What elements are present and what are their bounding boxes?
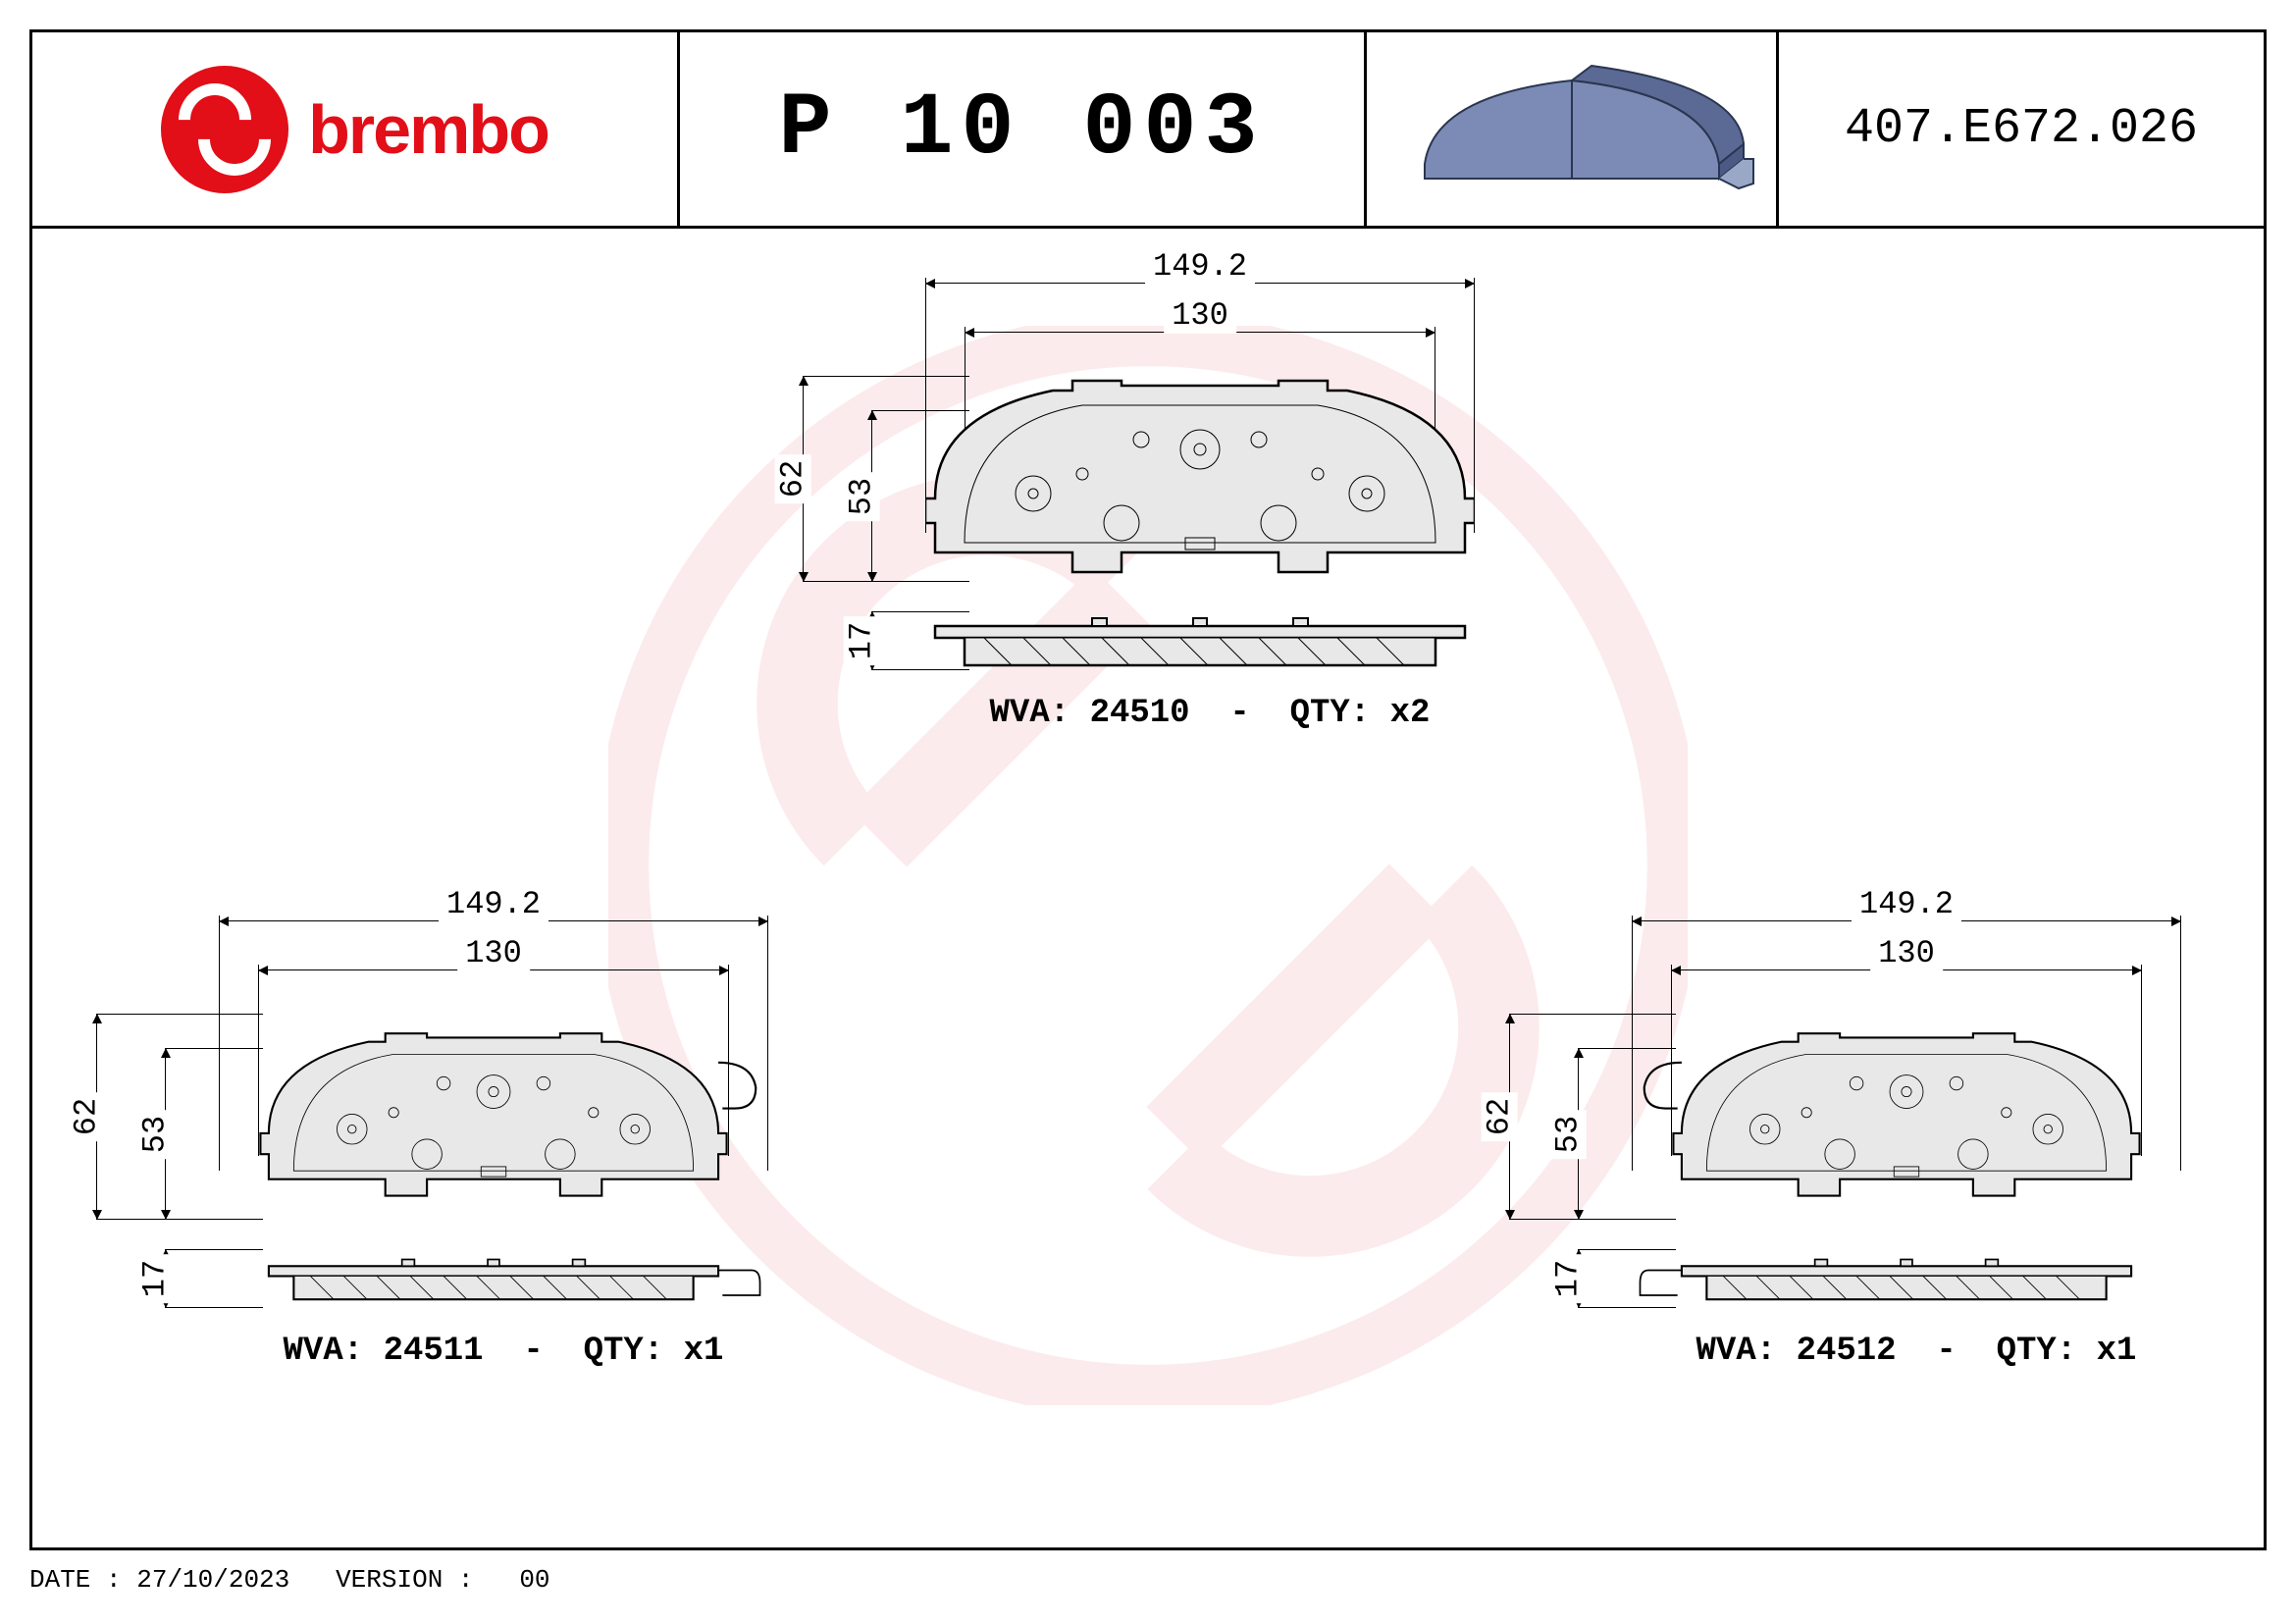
- pad-side-view: [925, 611, 1475, 670]
- wva-label: WVA: 24512 - QTY: x1: [1592, 1333, 2240, 1370]
- drawing-code-cell: 407.E672.026: [1779, 32, 2264, 226]
- dim-value: 149.2: [1145, 248, 1255, 285]
- part-number-cell: P 10 003: [680, 32, 1367, 226]
- dim-width-outer: 149.2: [1632, 886, 2181, 935]
- part-number: P 10 003: [778, 79, 1265, 180]
- logo-cell: brembo: [32, 32, 680, 226]
- qty-value: x2: [1390, 695, 1431, 732]
- dim-value: 53: [844, 471, 880, 520]
- dim-value: 62: [1482, 1092, 1518, 1141]
- header-row: brembo P 10 003 407.E672.026: [32, 32, 2264, 229]
- dim-value: 62: [775, 454, 811, 503]
- dim-width-inner: 130: [1671, 935, 2142, 984]
- footer-date: 27/10/2023: [136, 1565, 289, 1595]
- dim-value: 130: [1164, 297, 1236, 334]
- dim-thickness: 17: [1475, 1249, 1632, 1308]
- pad-front-view: [219, 1014, 768, 1220]
- brake-pad-iso-icon: [1385, 46, 1758, 213]
- dim-value: 53: [137, 1109, 174, 1158]
- dim-width-inner: 130: [258, 935, 729, 984]
- footer: DATE : 27/10/2023 VERSION : 00: [29, 1565, 550, 1595]
- wva-value: 24511: [384, 1333, 484, 1370]
- brembo-logo-icon: [161, 66, 288, 193]
- dim-heights: 62 53: [62, 1014, 219, 1220]
- wva-value: 24510: [1090, 695, 1190, 732]
- dim-heights: 62 53: [1475, 1014, 1632, 1220]
- pad-front-view: [925, 376, 1475, 582]
- pad-side-view: [219, 1249, 768, 1308]
- brand-name: brembo: [308, 90, 548, 169]
- pad-front-view: [1632, 1014, 2181, 1220]
- dim-value: 53: [1550, 1109, 1587, 1158]
- pad-drawing-left: 149.2 130 62: [62, 886, 827, 1370]
- pad-drawing-top: 149.2 130 62: [768, 248, 1534, 732]
- wva-label: WVA: 24510 - QTY: x2: [886, 695, 1534, 732]
- qty-value: x1: [2097, 1333, 2137, 1370]
- dim-value: 17: [844, 616, 880, 665]
- pad-side-view: [1632, 1249, 2181, 1308]
- pad-drawing-right: 149.2 130 62: [1475, 886, 2240, 1370]
- qty-prefix: QTY:: [584, 1333, 664, 1370]
- dim-width-inner: 130: [965, 297, 1435, 346]
- dim-thickness: 17: [62, 1249, 219, 1308]
- iso-view-cell: [1367, 32, 1779, 226]
- dim-value: 17: [137, 1254, 174, 1303]
- dim-width-outer: 149.2: [219, 886, 768, 935]
- dim-value: 130: [457, 935, 530, 971]
- qty-prefix: QTY:: [1997, 1333, 2077, 1370]
- dim-heights: 62 53: [768, 376, 925, 582]
- dim-value: 149.2: [439, 886, 548, 922]
- wva-value: 24512: [1797, 1333, 1897, 1370]
- dim-value: 17: [1550, 1254, 1587, 1303]
- dim-value: 62: [69, 1092, 105, 1141]
- drawing-area: 149.2 130 62: [32, 229, 2264, 1550]
- drawing-frame: brembo P 10 003 407.E672.026: [29, 29, 2267, 1550]
- dim-thickness: 17: [768, 611, 925, 670]
- qty-prefix: QTY:: [1290, 695, 1371, 732]
- qty-value: x1: [684, 1333, 724, 1370]
- wva-prefix: WVA:: [1696, 1333, 1777, 1370]
- footer-version-label: VERSION :: [336, 1565, 473, 1595]
- footer-date-label: DATE :: [29, 1565, 122, 1595]
- wva-prefix: WVA:: [990, 695, 1070, 732]
- wva-label: WVA: 24511 - QTY: x1: [180, 1333, 827, 1370]
- drawing-code: 407.E672.026: [1845, 101, 2198, 157]
- wva-prefix: WVA:: [284, 1333, 364, 1370]
- footer-version: 00: [519, 1565, 549, 1595]
- dim-value: 130: [1870, 935, 1943, 971]
- dim-value: 149.2: [1852, 886, 1961, 922]
- dim-width-outer: 149.2: [925, 248, 1475, 297]
